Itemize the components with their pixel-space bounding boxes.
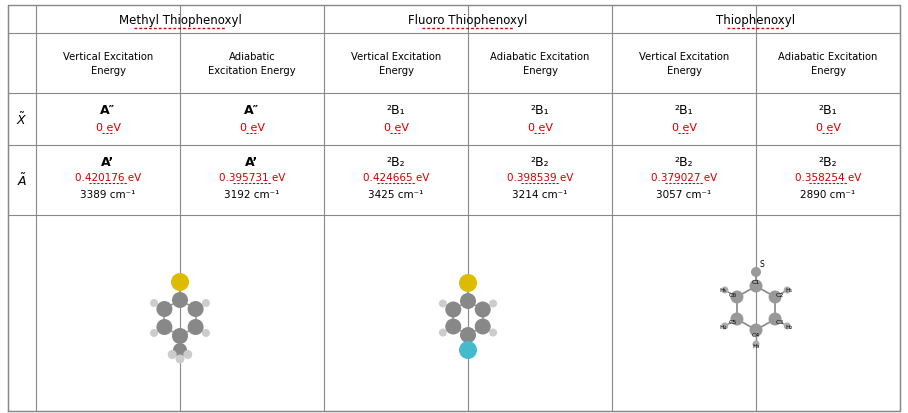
Text: C3: C3 (775, 319, 784, 324)
Circle shape (183, 350, 192, 359)
Text: 0 eV: 0 eV (95, 123, 121, 133)
Circle shape (173, 343, 187, 357)
Circle shape (784, 287, 791, 294)
Text: C5: C5 (728, 319, 736, 324)
Text: H₅: H₅ (719, 287, 726, 292)
Text: C1: C1 (752, 279, 760, 284)
Circle shape (445, 319, 461, 335)
Text: H₄: H₄ (719, 325, 726, 330)
Circle shape (730, 313, 744, 326)
Text: $\tilde{A}$: $\tilde{A}$ (17, 172, 27, 189)
Circle shape (172, 292, 188, 308)
Circle shape (459, 274, 477, 292)
Circle shape (175, 355, 184, 363)
Text: ²B₁: ²B₁ (387, 104, 405, 117)
Text: 3389 cm⁻¹: 3389 cm⁻¹ (80, 190, 135, 199)
Text: Adiabatic Excitation
Energy: Adiabatic Excitation Energy (778, 52, 878, 76)
Text: Thiophenoxyl: Thiophenoxyl (716, 14, 795, 26)
Text: ²B₂: ²B₂ (819, 156, 837, 169)
Text: 3214 cm⁻¹: 3214 cm⁻¹ (512, 190, 568, 199)
Text: 0 eV: 0 eV (815, 123, 841, 133)
Text: H₃: H₃ (753, 344, 760, 349)
Circle shape (784, 323, 791, 330)
Circle shape (768, 313, 782, 326)
Circle shape (475, 302, 490, 318)
Circle shape (202, 329, 210, 337)
Circle shape (753, 341, 759, 348)
Text: A’: A’ (102, 156, 114, 169)
Circle shape (721, 287, 728, 294)
Text: H₂: H₂ (785, 325, 793, 330)
Circle shape (168, 350, 177, 359)
Text: 3057 cm⁻¹: 3057 cm⁻¹ (656, 190, 712, 199)
Text: ²B₂: ²B₂ (387, 156, 405, 169)
Text: 3425 cm⁻¹: 3425 cm⁻¹ (369, 190, 424, 199)
Text: 0 eV: 0 eV (240, 123, 264, 133)
Text: Adiabatic
Excitation Energy: Adiabatic Excitation Energy (208, 52, 296, 76)
Text: 0 eV: 0 eV (383, 123, 409, 133)
Text: Vertical Excitation
Energy: Vertical Excitation Energy (63, 52, 153, 76)
Text: $\tilde{X}$: $\tilde{X}$ (16, 112, 27, 128)
Circle shape (202, 299, 210, 307)
Text: 0.379027 eV: 0.379027 eV (651, 173, 717, 183)
Circle shape (460, 327, 476, 343)
Text: Vertical Excitation
Energy: Vertical Excitation Energy (639, 52, 729, 76)
Text: A″: A″ (244, 104, 260, 117)
Text: C2: C2 (775, 292, 784, 297)
Text: 0 eV: 0 eV (672, 123, 696, 133)
Text: ²B₁: ²B₁ (530, 104, 549, 117)
Circle shape (188, 301, 203, 317)
Text: A″: A″ (101, 104, 115, 117)
Text: Methyl Thiophenoxyl: Methyl Thiophenoxyl (119, 14, 242, 26)
Circle shape (751, 267, 761, 277)
Text: ²B₂: ²B₂ (530, 156, 549, 169)
Text: C4: C4 (752, 333, 760, 338)
Text: H₁: H₁ (785, 287, 793, 292)
Circle shape (721, 323, 728, 330)
Circle shape (489, 300, 497, 308)
Circle shape (188, 319, 203, 335)
Circle shape (171, 273, 189, 291)
Text: ²B₁: ²B₁ (819, 104, 837, 117)
Text: 2890 cm⁻¹: 2890 cm⁻¹ (800, 190, 855, 199)
Circle shape (156, 301, 173, 317)
Text: 0.424665 eV: 0.424665 eV (363, 173, 429, 183)
Circle shape (730, 291, 744, 304)
Circle shape (749, 280, 763, 293)
Circle shape (460, 293, 476, 309)
Circle shape (172, 328, 188, 344)
Text: 0.395731 eV: 0.395731 eV (219, 173, 285, 183)
Circle shape (459, 341, 477, 359)
Text: 0.398539 eV: 0.398539 eV (507, 173, 573, 183)
Text: Vertical Excitation
Energy: Vertical Excitation Energy (350, 52, 441, 76)
Circle shape (445, 302, 461, 318)
Circle shape (475, 319, 490, 335)
Text: Adiabatic Excitation
Energy: Adiabatic Excitation Energy (490, 52, 589, 76)
Circle shape (749, 324, 763, 337)
Text: 0.420176 eV: 0.420176 eV (74, 173, 141, 183)
Text: ²B₂: ²B₂ (675, 156, 694, 169)
Circle shape (439, 300, 447, 308)
Text: 0.358254 eV: 0.358254 eV (794, 173, 861, 183)
Circle shape (489, 329, 497, 337)
Text: C6: C6 (728, 292, 736, 297)
Text: S: S (760, 259, 765, 268)
Circle shape (768, 291, 782, 304)
Text: A’: A’ (245, 156, 259, 169)
Circle shape (150, 329, 158, 337)
Text: 3192 cm⁻¹: 3192 cm⁻¹ (224, 190, 280, 199)
Text: Fluoro Thiophenoxyl: Fluoro Thiophenoxyl (409, 14, 528, 26)
Text: ²B₁: ²B₁ (675, 104, 694, 117)
Circle shape (439, 329, 447, 337)
Text: 0 eV: 0 eV (528, 123, 552, 133)
Circle shape (156, 319, 173, 335)
Circle shape (150, 299, 158, 307)
